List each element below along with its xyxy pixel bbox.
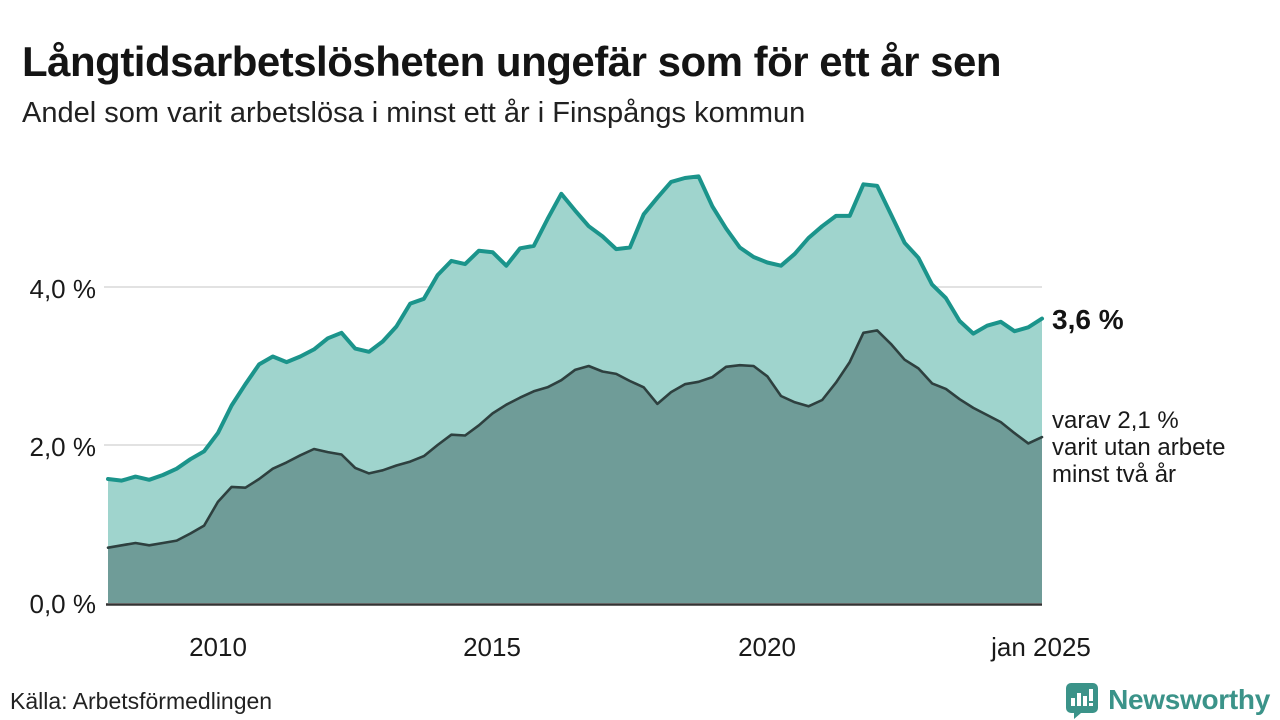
annotation-line-1: varav 2,1 % [1052,407,1179,434]
latest-value-total-label: 3,6 % [1052,304,1124,335]
annotation-line-2: varit utan arbete [1052,434,1226,461]
newsworthy-logo: Newsworthy [1062,680,1270,720]
bar-chart-speech-bubble-icon [1066,683,1099,719]
annotation-line-3: minst två år [1052,461,1177,488]
x-axis-tick-2015: 2015 [463,632,521,662]
page-title: Långtidsarbetslösheten ungefär som för e… [22,38,1002,86]
x-axis-tick-jan-2025: jan 2025 [991,632,1091,662]
y-axis-tick-0: 0,0 % [29,589,97,619]
newsworthy-wordmark: Newsworthy [1108,684,1270,715]
x-axis-tick-2020: 2020 [738,632,796,662]
latest-value-two-years-label: varav 2,1 % varit utan arbete minst två … [1052,407,1225,488]
y-axis-tick-2: 2,0 % [29,432,97,462]
chart-subtitle: Andel som varit arbetslösa i minst ett å… [22,97,806,129]
x-axis-tick-2010: 2010 [189,632,247,662]
source-attribution: Källa: Arbetsförmedlingen [10,688,273,714]
y-axis-tick-4: 4,0 % [29,274,97,304]
